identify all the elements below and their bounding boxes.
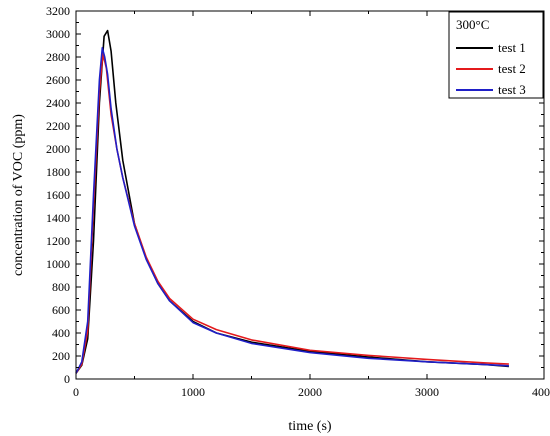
y-tick-label: 600 [52, 303, 70, 317]
y-tick-label: 200 [52, 349, 70, 363]
x-tick-label: 2000 [298, 385, 322, 399]
x-tick-label: 1000 [181, 385, 205, 399]
y-tick-label: 2200 [46, 119, 70, 133]
y-axis-label: concentration of VOC (ppm) [11, 114, 26, 276]
y-tick-label: 3000 [46, 27, 70, 41]
y-tick-label: 1800 [46, 165, 70, 179]
y-tick-label: 1400 [46, 211, 70, 225]
y-tick-label: 2400 [46, 96, 70, 110]
x-tick-label: 4000 [532, 385, 550, 399]
legend-label-2: test 2 [498, 61, 526, 76]
y-tick-label: 2000 [46, 142, 70, 156]
y-axis: 0 200 400 600 800 1000 1200 1400 1600 1800 2000 220… [46, 4, 544, 386]
y-tick-label: 1200 [46, 234, 70, 248]
legend-label-1: test 1 [498, 40, 526, 55]
y-tick-label: 3200 [46, 4, 70, 18]
y-tick-label: 1000 [46, 257, 70, 271]
x-tick-label: 0 [73, 385, 79, 399]
plot-lines [75, 29, 509, 374]
y-tick-label: 400 [52, 326, 70, 340]
x-axis-label: time (s) [288, 419, 331, 434]
series-line-2 [75, 52, 509, 374]
y-tick-label: 2600 [46, 73, 70, 87]
y-tick-label: 1600 [46, 188, 70, 202]
legend: 300°C test 1 test 2 test 3 [448, 11, 544, 99]
legend-title: 300°C [456, 17, 489, 32]
series-line-3 [75, 47, 509, 374]
legend-label-3: test 3 [498, 82, 526, 97]
y-tick-label: 800 [52, 280, 70, 294]
x-tick-label: 3000 [415, 385, 439, 399]
y-tick-label: 2800 [46, 50, 70, 64]
legend-box [448, 11, 544, 99]
y-tick-label: 0 [64, 372, 70, 386]
x-axis: 0 1000 2000 3000 4000 [73, 11, 550, 399]
series-line-1 [75, 29, 509, 374]
